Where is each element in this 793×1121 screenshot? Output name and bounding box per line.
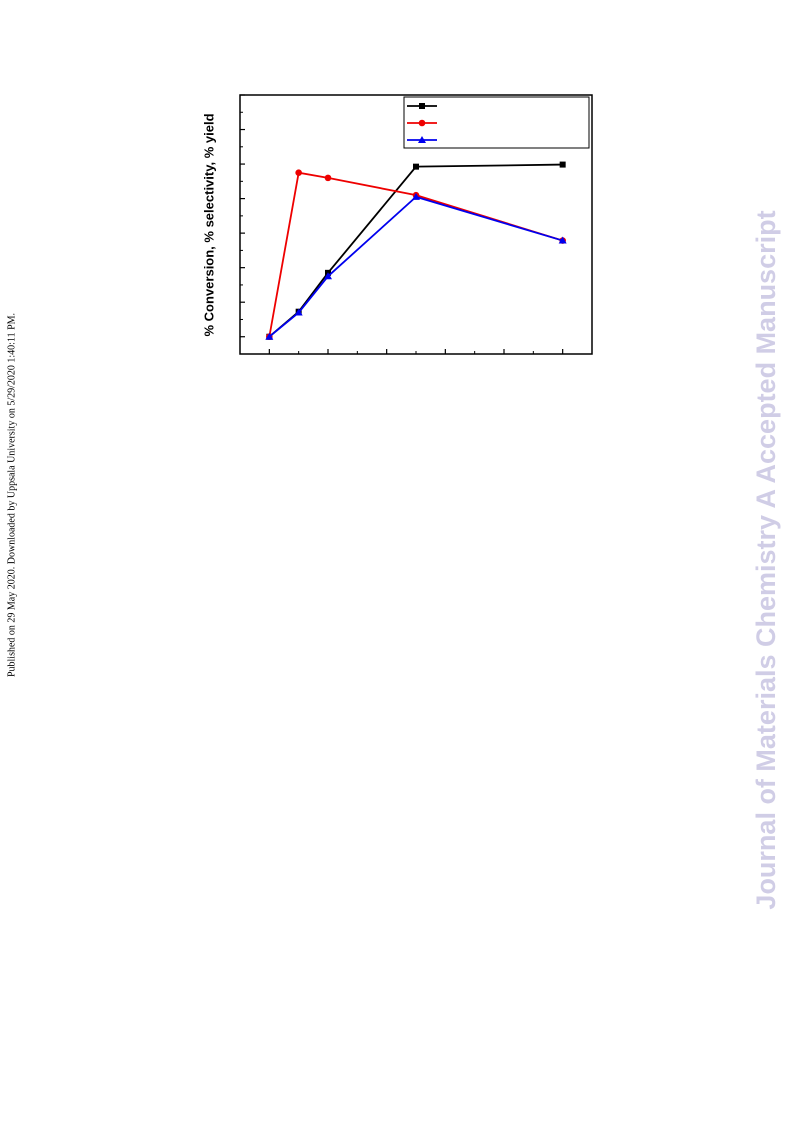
marker [413, 163, 419, 170]
marker [324, 272, 332, 280]
y-axis-label: % Conversion, % selectivity, % yield [201, 113, 216, 336]
watermark: Journal of Materials Chemistry A Accepte… [751, 210, 781, 909]
marker [419, 103, 425, 109]
marker [412, 192, 420, 200]
marker [558, 236, 567, 244]
marker [559, 161, 566, 168]
side-note: Published on 29 May 2020. Downloaded by … [6, 313, 17, 677]
marker [418, 136, 426, 143]
series-line [268, 195, 563, 338]
marker [265, 332, 274, 340]
marker [294, 308, 303, 316]
marker [324, 174, 332, 182]
marker [418, 119, 426, 127]
marker [295, 169, 302, 176]
series-line [268, 163, 563, 338]
